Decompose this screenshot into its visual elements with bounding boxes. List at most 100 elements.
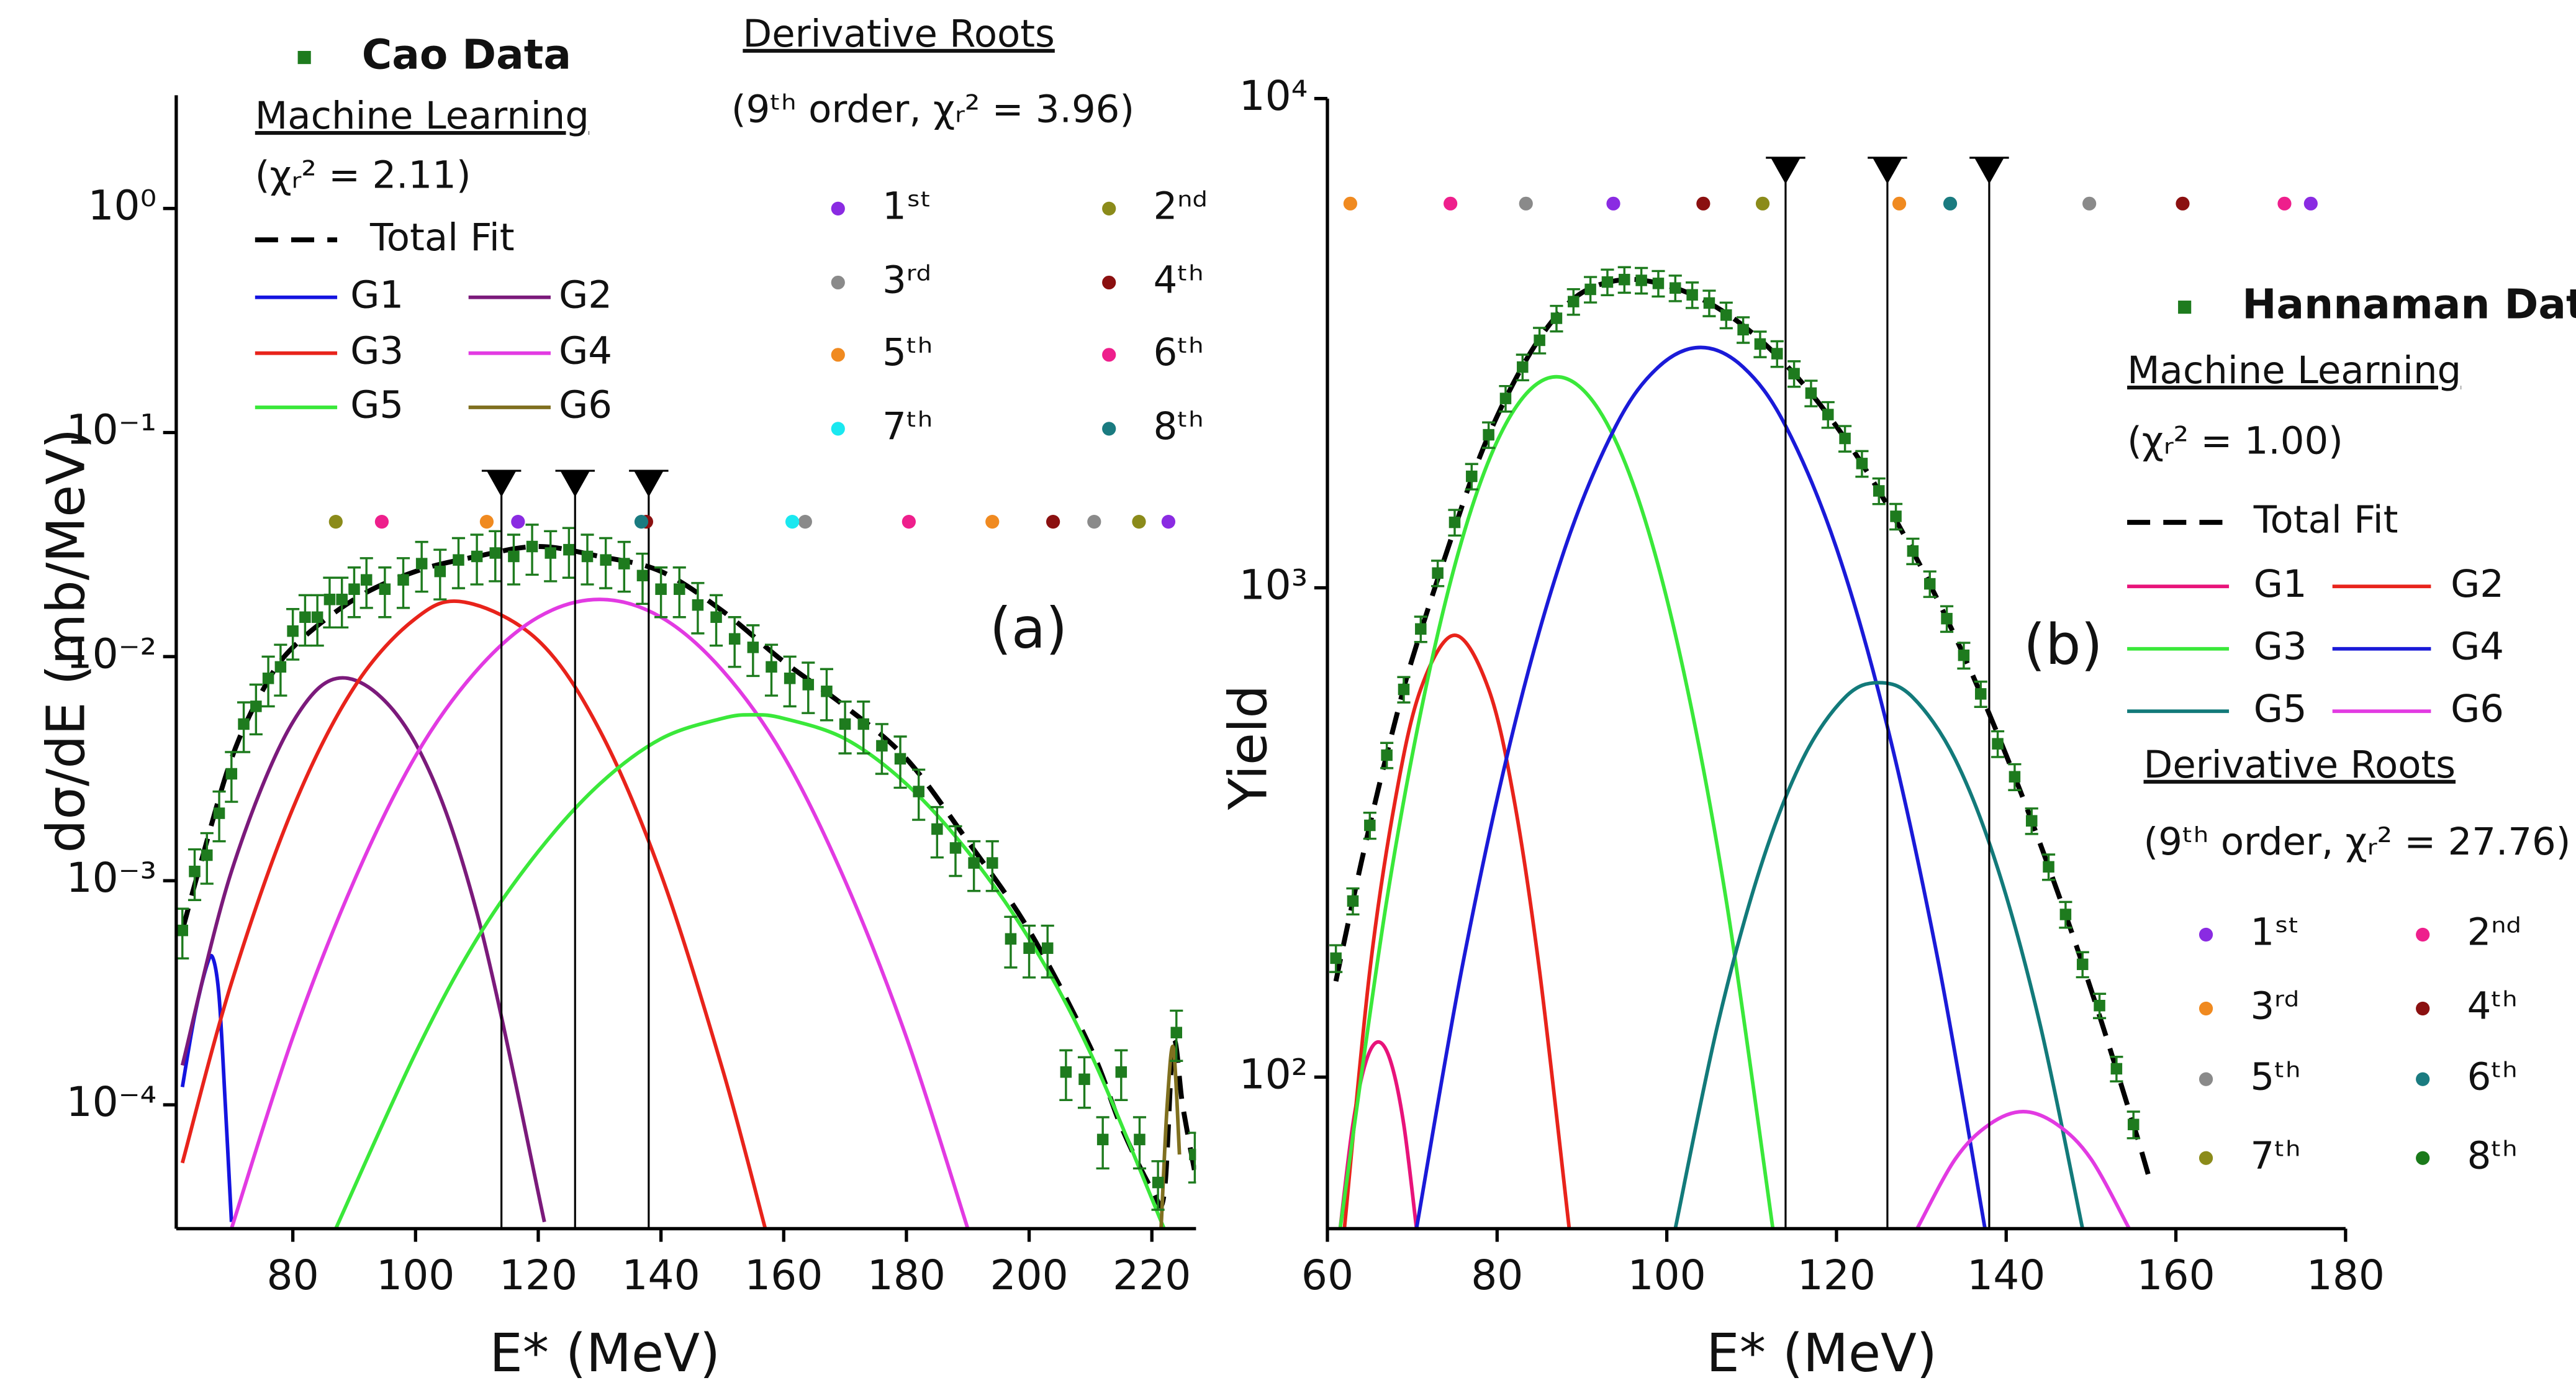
data-point	[728, 633, 741, 645]
data-point	[453, 554, 464, 566]
y-axis-title: dσ/dE (mb/MeV)	[35, 429, 96, 853]
root-dot	[374, 514, 389, 529]
legend-root-dot	[2416, 1151, 2430, 1165]
data-point	[876, 740, 888, 752]
data-point	[636, 569, 649, 582]
root-dot	[1132, 514, 1146, 529]
data-point	[2076, 958, 2089, 971]
legend-data-marker	[297, 50, 311, 65]
data-point	[581, 550, 594, 563]
root-dot	[785, 514, 800, 529]
root-dot	[634, 514, 649, 529]
data-point	[545, 547, 556, 559]
legend-label: G1	[350, 273, 404, 317]
legend-root-label: 2ⁿᵈ	[2467, 911, 2522, 955]
data-point	[250, 701, 262, 712]
data-point	[323, 593, 336, 606]
legend-root-label: 2ⁿᵈ	[1154, 185, 1208, 229]
data-point	[201, 849, 213, 861]
legend-root-dot	[2416, 1072, 2430, 1086]
data-point	[1788, 368, 1800, 379]
legend-root-label: 6ᵗʰ	[1154, 331, 1204, 374]
data-point	[508, 550, 520, 563]
y-tick-label: 10⁻¹	[66, 406, 157, 454]
legend-root-label: 1ˢᵗ	[2250, 911, 2299, 955]
component-curve	[180, 676, 546, 1223]
legend-root-dot	[831, 275, 845, 290]
roots-title: Derivative Roots	[743, 12, 1054, 56]
data-point	[1601, 276, 1614, 288]
component-curve	[1338, 374, 1775, 1229]
y-tick-label: 10³	[1239, 561, 1308, 609]
data-point	[225, 768, 238, 780]
legend-root-label: 7ᵗʰ	[882, 405, 933, 448]
legend-root-label: 4ᵗʰ	[2467, 985, 2518, 1028]
legend-label: G2	[559, 273, 612, 317]
legend-root-dot	[2416, 1001, 2430, 1016]
data-point	[1771, 348, 1783, 360]
data-point	[1023, 942, 1035, 955]
plot-area	[1329, 266, 2153, 1229]
legend-label: G2	[2451, 563, 2504, 606]
root-dot	[1696, 196, 1711, 211]
x-tick-label: 220	[1113, 1251, 1191, 1299]
data-point	[1483, 429, 1494, 441]
data-point	[1873, 485, 1885, 497]
roots-title: Derivative Roots	[2144, 743, 2456, 787]
data-point	[968, 857, 980, 869]
data-point	[2110, 1063, 2123, 1075]
x-tick-label: 140	[1967, 1251, 2045, 1299]
legend-label: G6	[2451, 687, 2504, 731]
x-tick-label: 60	[1301, 1251, 1354, 1299]
data-point	[1448, 516, 1461, 528]
data-point	[1415, 623, 1427, 635]
data-point	[857, 718, 869, 730]
root-dot	[1087, 514, 1101, 529]
x-tick-label: 80	[267, 1251, 319, 1299]
component-curve	[230, 597, 970, 1229]
legend-data-label: Hannaman Data	[2242, 281, 2576, 329]
data-point	[1550, 312, 1563, 324]
data-point	[1686, 289, 1698, 301]
data-point	[1652, 278, 1665, 289]
x-tick-label: 140	[622, 1251, 700, 1299]
root-triangle	[634, 471, 664, 497]
data-point	[1923, 578, 1936, 590]
root-dot	[1606, 196, 1620, 211]
data-point	[821, 685, 833, 697]
legend-root-label: 3ʳᵈ	[882, 259, 931, 302]
x-tick-label: 80	[1471, 1251, 1523, 1299]
legend-label: G5	[2254, 687, 2307, 731]
component-curve	[1673, 681, 2085, 1229]
legend-root-label: 4ᵗʰ	[1154, 259, 1204, 302]
roots-note: (9ᵗʰ order, χᵣ² = 3.96)	[731, 88, 1134, 131]
data-point	[1839, 432, 1851, 445]
root-triangle	[560, 471, 590, 497]
data-point	[1670, 282, 1681, 294]
data-point	[1189, 1148, 1196, 1161]
data-point	[1432, 567, 1444, 579]
legend-label: Total Fit	[2253, 499, 2398, 542]
root-dot	[1943, 196, 1958, 211]
panel-label: (a)	[990, 597, 1067, 661]
data-point	[802, 679, 815, 691]
x-tick-label: 180	[2307, 1251, 2385, 1299]
data-point	[1364, 819, 1376, 832]
legend-data-label: Cao Data	[362, 31, 571, 79]
data-point	[747, 642, 759, 653]
legend-root-dot	[1102, 201, 1116, 216]
data-point	[397, 574, 409, 586]
root-dot	[985, 514, 1000, 529]
data-point	[600, 554, 612, 566]
data-point	[2127, 1118, 2140, 1130]
legend-root-label: 7ᵗʰ	[2250, 1134, 2300, 1177]
legend-root-dot	[831, 348, 845, 362]
data-point	[2009, 771, 2021, 783]
y-tick-label: 10⁻³	[66, 854, 157, 902]
legend-label: Total Fit	[369, 216, 515, 260]
data-point	[1466, 470, 1478, 483]
data-point	[1754, 338, 1766, 350]
data-point	[784, 673, 796, 684]
root-triangle	[1873, 158, 1902, 184]
